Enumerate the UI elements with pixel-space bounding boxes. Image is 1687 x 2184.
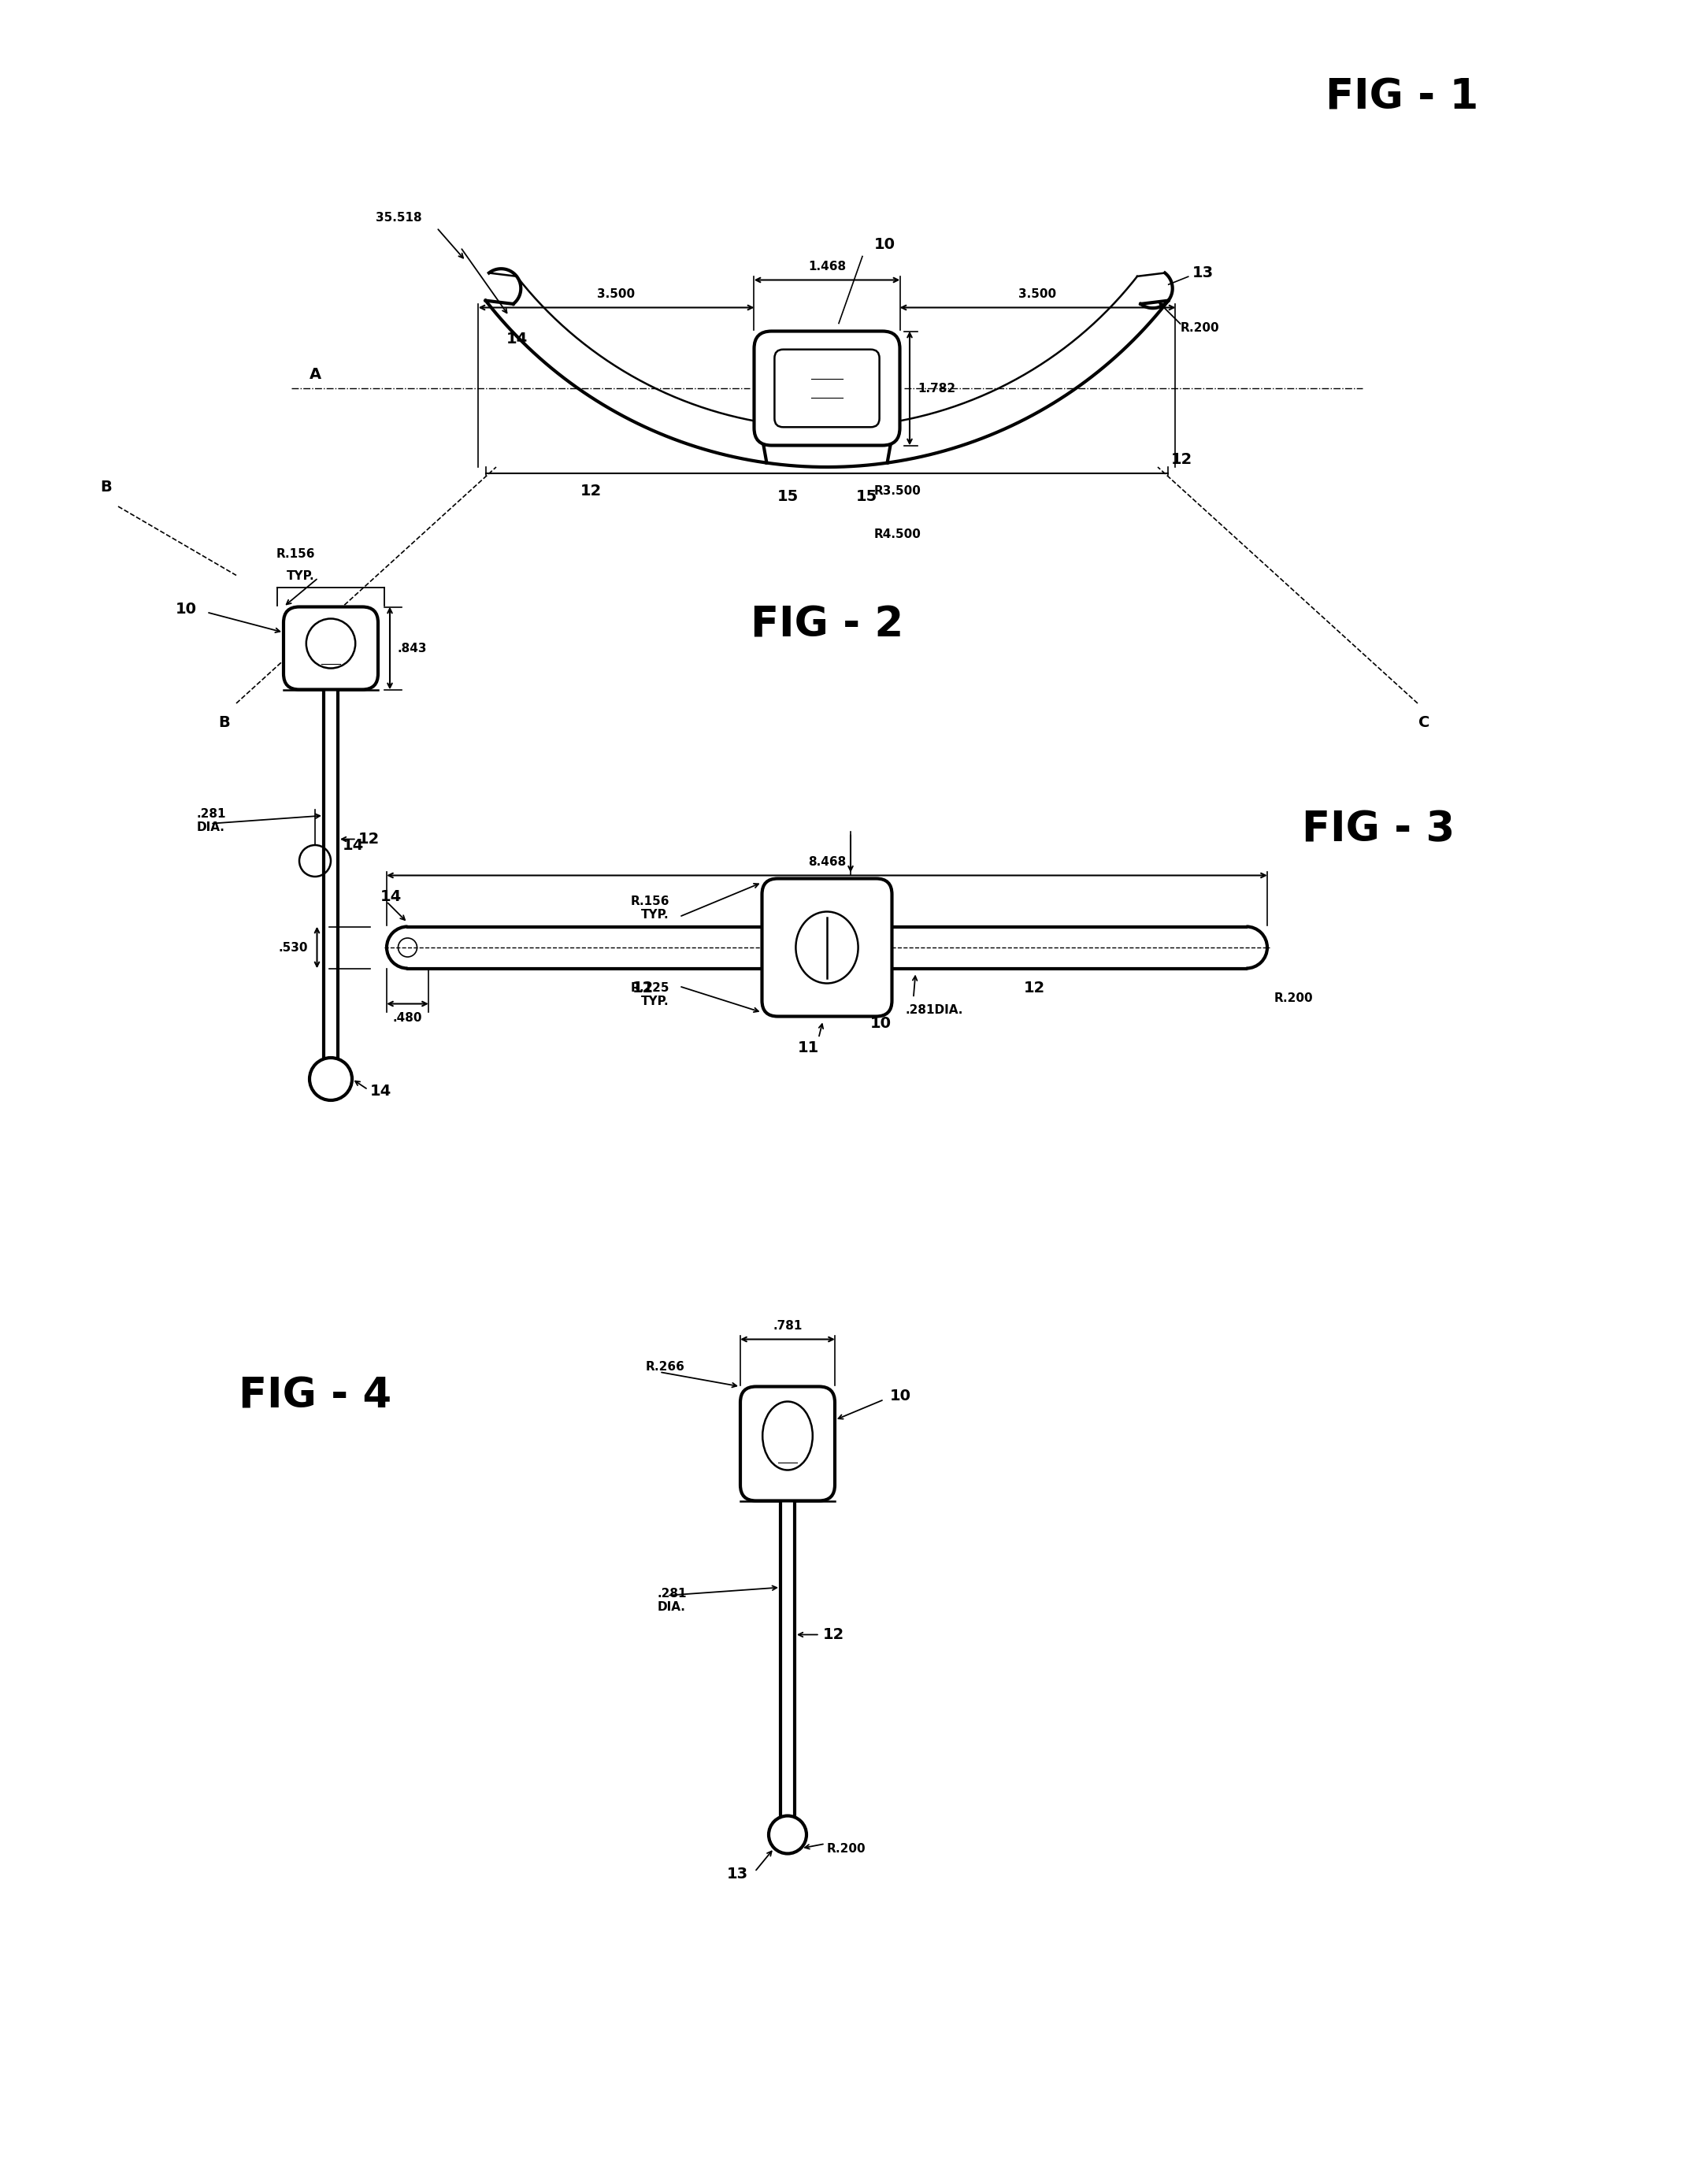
Text: .843: .843 — [398, 642, 427, 653]
Text: C: C — [1419, 714, 1429, 729]
Text: R4.500: R4.500 — [874, 529, 921, 539]
Text: FIG - 1: FIG - 1 — [1326, 76, 1478, 118]
Text: B: B — [101, 480, 111, 494]
Text: 1.468: 1.468 — [808, 260, 845, 273]
Text: R.200: R.200 — [827, 1843, 865, 1854]
Text: 8.468: 8.468 — [808, 856, 845, 867]
Text: R.266: R.266 — [646, 1361, 685, 1374]
Text: R.125
TYP.: R.125 TYP. — [631, 983, 670, 1007]
Text: 14: 14 — [369, 1083, 391, 1099]
Text: 12: 12 — [358, 832, 380, 847]
Text: 12: 12 — [823, 1627, 845, 1642]
FancyBboxPatch shape — [763, 878, 892, 1016]
Text: 1.782: 1.782 — [918, 382, 955, 393]
Text: FIG - 4: FIG - 4 — [238, 1376, 391, 1417]
Text: 15: 15 — [855, 489, 877, 505]
Text: FIG - 3: FIG - 3 — [1302, 808, 1454, 850]
Text: .281
DIA.: .281 DIA. — [197, 808, 226, 834]
Text: .480: .480 — [393, 1011, 422, 1024]
Text: R.156: R.156 — [277, 548, 315, 559]
Text: 12: 12 — [1024, 981, 1046, 996]
Text: TYP.: TYP. — [287, 570, 315, 581]
Text: B: B — [219, 714, 229, 729]
Text: 35.518: 35.518 — [376, 212, 422, 223]
Text: 13: 13 — [727, 1867, 749, 1883]
FancyBboxPatch shape — [774, 349, 879, 428]
Text: R.156
TYP.: R.156 TYP. — [631, 895, 670, 922]
Text: 15: 15 — [776, 489, 798, 505]
Text: 11: 11 — [798, 1040, 820, 1055]
Text: R3.500: R3.500 — [874, 485, 921, 496]
Text: 3.500: 3.500 — [597, 288, 636, 299]
Text: A: A — [309, 367, 321, 382]
Text: 10: 10 — [874, 238, 896, 251]
Text: .281DIA.: .281DIA. — [906, 1005, 963, 1016]
FancyBboxPatch shape — [283, 607, 378, 690]
Text: 10: 10 — [891, 1389, 911, 1404]
Text: FIG - 2: FIG - 2 — [751, 605, 904, 644]
FancyBboxPatch shape — [754, 332, 899, 446]
Text: .281
DIA.: .281 DIA. — [658, 1588, 687, 1614]
Text: R.200: R.200 — [1181, 321, 1220, 334]
Text: 12: 12 — [1171, 452, 1193, 467]
Text: 13: 13 — [1193, 264, 1213, 280]
Text: 12: 12 — [580, 483, 602, 498]
Text: 14: 14 — [380, 889, 402, 904]
Text: 10: 10 — [870, 1016, 891, 1031]
Text: 14: 14 — [506, 332, 528, 347]
FancyBboxPatch shape — [741, 1387, 835, 1500]
Text: R.200: R.200 — [1274, 992, 1312, 1005]
Text: 14: 14 — [342, 839, 364, 852]
Text: 10: 10 — [175, 601, 197, 616]
Text: 3.500: 3.500 — [1019, 288, 1056, 299]
Text: .781: .781 — [773, 1319, 803, 1332]
Text: .530: .530 — [278, 941, 307, 954]
Text: 12: 12 — [633, 981, 653, 996]
